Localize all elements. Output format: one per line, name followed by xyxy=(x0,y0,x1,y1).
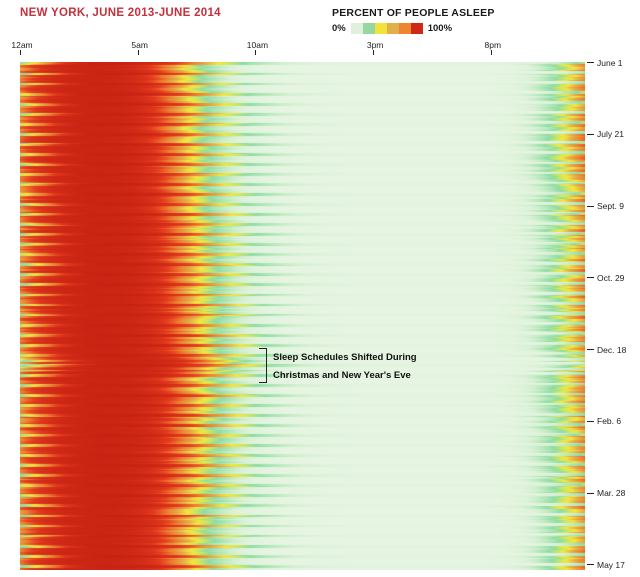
page-title: NEW YORK, JUNE 2013-JUNE 2014 xyxy=(20,7,221,19)
y-tick-label: May 17 xyxy=(597,559,625,570)
x-tick-label: 8pm xyxy=(484,40,502,50)
x-tick-label: 5am xyxy=(131,40,148,50)
y-tick-mark xyxy=(587,564,594,566)
legend-swatch xyxy=(386,22,399,34)
y-tick-mark xyxy=(587,277,594,279)
y-tick-mark xyxy=(587,62,594,63)
legend-swatches xyxy=(350,22,423,34)
legend-title: PERCENT OF PEOPLE ASLEEP xyxy=(332,7,495,19)
y-tick-mark xyxy=(587,492,594,494)
annotation-text: Sleep Schedules Shifted During Christmas… xyxy=(273,349,417,385)
y-tick-label: July 21 xyxy=(597,129,624,140)
sleep-heatmap-canvas xyxy=(20,62,585,570)
y-tick-label: June 1 xyxy=(597,57,623,68)
y-tick-label: Oct. 29 xyxy=(597,272,625,283)
legend-scale: 0% 100% xyxy=(332,22,452,34)
legend-min-label: 0% xyxy=(332,22,346,34)
annotation-line2: Christmas and New Year's Eve xyxy=(273,369,411,381)
x-tick-label: 10am xyxy=(246,40,269,50)
legend-swatch xyxy=(398,22,411,34)
x-tick-mark xyxy=(490,50,492,55)
legend-swatch xyxy=(410,22,423,34)
y-tick-mark xyxy=(587,205,594,207)
x-tick-mark xyxy=(20,50,21,55)
x-tick-label: 12am xyxy=(11,40,33,50)
annotation-line1: Sleep Schedules Shifted During xyxy=(273,351,417,363)
legend-max-label: 100% xyxy=(427,22,453,34)
legend-swatch xyxy=(350,22,363,34)
x-tick-mark xyxy=(137,50,139,55)
legend-swatch xyxy=(362,22,375,34)
y-tick-label: Mar. 28 xyxy=(597,488,626,498)
x-tick-label: 3pm xyxy=(366,40,384,50)
legend-swatch xyxy=(374,22,387,34)
annotation-bracket xyxy=(259,347,267,383)
y-tick-label: Sept. 9 xyxy=(597,201,624,211)
x-tick-mark xyxy=(255,50,257,55)
y-tick-mark xyxy=(587,420,594,422)
x-tick-mark xyxy=(373,50,375,55)
y-tick-label: Dec. 18 xyxy=(597,344,627,355)
y-tick-mark xyxy=(587,349,594,350)
y-tick-label: Feb. 6 xyxy=(597,416,622,427)
y-tick-mark xyxy=(587,133,594,135)
